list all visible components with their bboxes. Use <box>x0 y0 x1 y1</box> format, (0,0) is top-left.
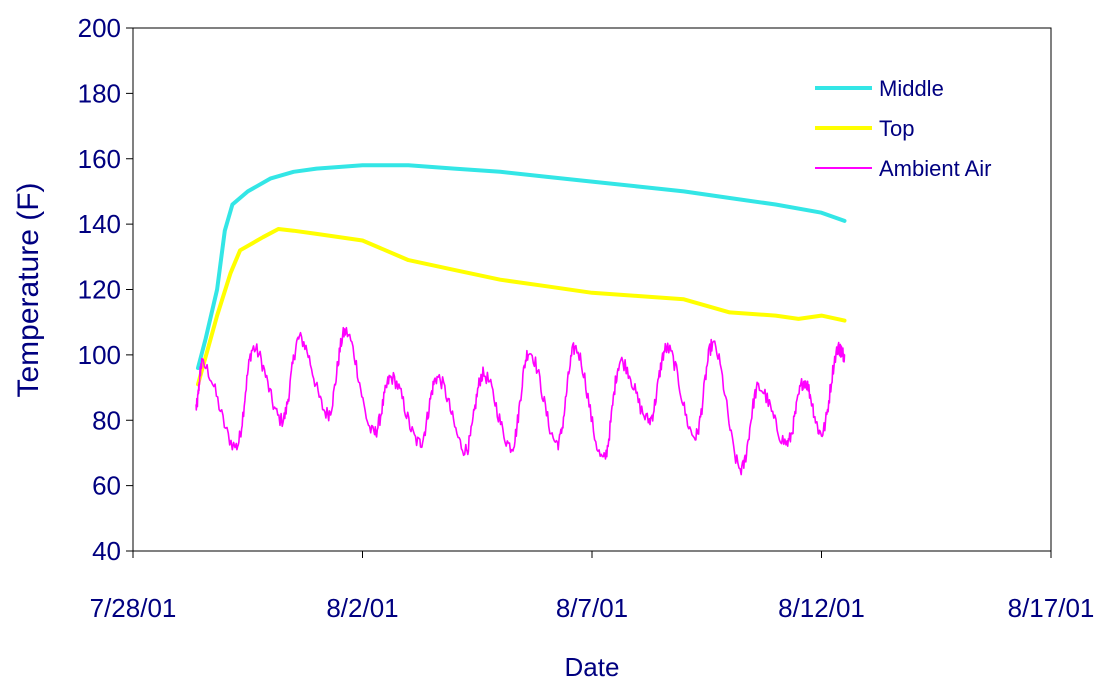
x-tick-label: 8/12/01 <box>778 593 865 623</box>
y-tick-label: 100 <box>78 340 121 370</box>
y-tick-label: 140 <box>78 209 121 239</box>
legend: Middle Top Ambient Air <box>815 76 992 181</box>
y-tick-label: 60 <box>92 471 121 501</box>
y-tick-label: 160 <box>78 144 121 174</box>
y-tick-label: 40 <box>92 536 121 566</box>
x-tick-label: 7/28/01 <box>90 593 177 623</box>
y-axis: 40 60 80 100 120 140 160 180 200 <box>78 13 133 566</box>
x-tick-label: 8/7/01 <box>556 593 628 623</box>
y-tick-label: 200 <box>78 13 121 43</box>
series-line-middle <box>196 163 847 370</box>
series-line-top <box>196 227 847 387</box>
y-tick-label: 120 <box>78 275 121 305</box>
y-tick-label: 180 <box>78 78 121 108</box>
x-axis-title: Date <box>565 652 620 682</box>
series-line-ambient-air <box>195 326 846 476</box>
plot-area <box>132 27 1052 552</box>
x-tick-label: 8/17/01 <box>1008 593 1095 623</box>
legend-label-middle: Middle <box>879 76 944 101</box>
legend-label-top: Top <box>879 116 914 141</box>
x-tick-label: 8/2/01 <box>326 593 398 623</box>
legend-label-ambient-air: Ambient Air <box>879 156 992 181</box>
y-axis-title: Temperature (F) <box>12 182 45 397</box>
x-axis: 7/28/01 8/2/01 8/7/01 8/12/01 8/17/01 <box>90 551 1095 623</box>
series-layer <box>195 163 847 476</box>
y-tick-label: 80 <box>92 405 121 435</box>
